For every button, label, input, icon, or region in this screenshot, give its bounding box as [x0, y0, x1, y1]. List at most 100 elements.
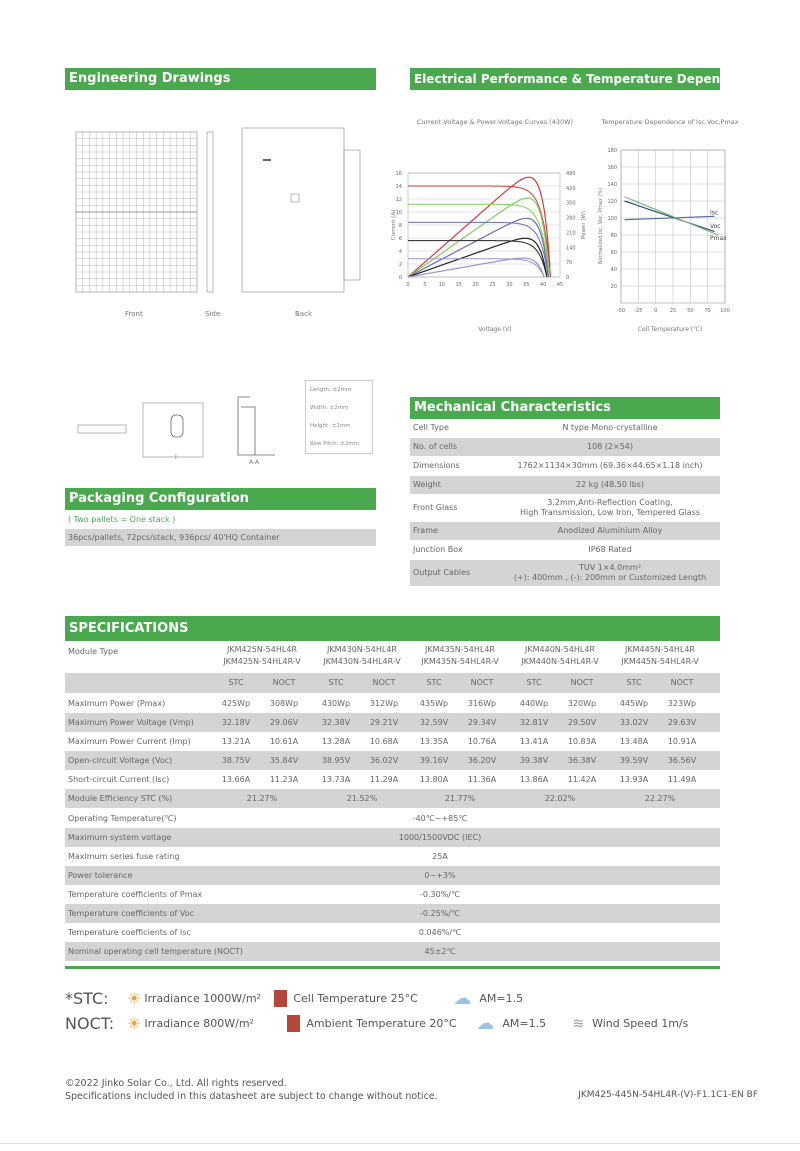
noct-value: 11.42A — [567, 775, 597, 784]
mechanical-value-line: N type Mono-crystalline — [562, 423, 658, 432]
noct-value: 312Wp — [369, 699, 399, 708]
stc-value: 13.93A — [619, 775, 649, 784]
mechanical-value-line: 1762×1134×30mm (69.36×44.65×1.18 inch) — [517, 461, 703, 470]
mechanical-label: Front Glass — [413, 503, 458, 512]
spec-label: Temperature coefficients of Isc — [68, 928, 191, 937]
x-tick-label: 10 — [439, 282, 445, 288]
stc-value: 13.80A — [419, 775, 449, 784]
cloud-icon: ☁ — [476, 1013, 495, 1034]
y-tick-label: 2 — [399, 262, 402, 268]
pv-curve — [407, 176, 551, 278]
efficiency-value: 22.27% — [644, 794, 676, 803]
y-tick-label: 140 — [607, 182, 617, 188]
series-line-voc — [624, 200, 715, 233]
x-tick-label: 0 — [654, 308, 657, 314]
stc-value: 32.18V — [221, 718, 251, 727]
efficiency-value: 21.77% — [444, 794, 476, 803]
spec-row: Temperature coefficients of Isc 0.046%/℃ — [65, 923, 720, 942]
mechanical-value: 1762×1134×30mm (69.36×44.65×1.18 inch) — [500, 457, 720, 475]
noct-value: 10.76A — [467, 737, 497, 746]
tolerance-box: Length: ±2mm Width: ±2mm Height: ±1mm Ro… — [305, 380, 373, 454]
stc-value: 13.66A — [221, 775, 251, 784]
spec-value: 25A — [432, 852, 448, 861]
model-name-line: JKM435N-54HL4R — [425, 645, 495, 654]
noct-wind: Wind Speed 1m/s — [592, 1017, 689, 1030]
y2-tick-label: 0 — [566, 275, 569, 281]
spec-value: -0.30%/℃ — [420, 890, 460, 899]
packaging-header: Packaging Configuration — [65, 488, 376, 510]
doc-code: JKM425-445N-54HL4R-(V)-F1.1C1-EN BF — [578, 1090, 758, 1100]
stc-value: 39.16V — [419, 756, 449, 765]
stc-value: 38.95V — [321, 756, 351, 765]
spec-row: Maximum Power Current (Imp) 13.21A 10.61A 1… — [65, 732, 720, 751]
back-label: Back — [295, 310, 313, 318]
y2-tick-label: 280 — [566, 216, 576, 222]
x-tick-label: 75 — [704, 308, 710, 314]
thermometer-icon — [287, 1015, 301, 1032]
stc-value: 13.35A — [419, 737, 449, 746]
detail-i-label: I — [175, 454, 177, 461]
series-label: Pmax — [710, 235, 727, 242]
cell-icon — [274, 990, 288, 1007]
stc-value: 32.38V — [321, 718, 351, 727]
model-name-line: JKM435N-54HL4R-V — [421, 657, 499, 666]
specifications-header: SPECIFICATIONS — [65, 616, 720, 641]
model-name-line: JKM445N-54HL4R — [625, 645, 695, 654]
mechanical-value-line: Anodized Aluminium Alloy — [557, 526, 663, 535]
spec-row: Maximum Power Voltage (Vmp) 32.18V 29.06V 3… — [65, 713, 720, 732]
front-label: Front — [125, 310, 143, 318]
spec-row: Maximum system voltage 1000/1500VDC (IEC) — [65, 828, 720, 847]
spec-value: 1000/1500VDC (IEC) — [398, 833, 482, 842]
noct-value: 10.83A — [567, 737, 597, 746]
stc-value: 38.75V — [221, 756, 251, 765]
iv-y-label: Current (A) — [391, 210, 397, 240]
y-tick-label: 4 — [399, 249, 402, 255]
spec-label: Maximum Power Voltage (Vmp) — [68, 718, 194, 727]
x-tick-label: 25 — [670, 308, 676, 314]
y-tick-label: 14 — [396, 184, 402, 190]
specifications-table: Module Type JKM425N-54HL4R JKM425N-54HL4R-… — [65, 642, 720, 967]
noct-value: 36.38V — [567, 756, 597, 765]
spec-row: Open-circuit Voltage (Voc) 38.75V 35.84V 38… — [65, 751, 720, 770]
stc-temp: Cell Temperature 25°C — [293, 992, 418, 1005]
stc-value: 13.73A — [321, 775, 351, 784]
noct-value: 29.06V — [269, 718, 299, 727]
noct-value: 36.20V — [467, 756, 497, 765]
mechanical-row: Cell Type N type Mono-crystalline — [410, 419, 720, 437]
engineering-drawings-header: Engineering Drawings — [65, 68, 376, 90]
spec-row: Temperature coefficients of Pmax -0.30%/℃ — [65, 885, 720, 904]
back-view-drawing — [241, 127, 361, 293]
y-tick-label: 20 — [611, 284, 617, 290]
mechanical-value-line: (+): 400mm , (-): 200mm or Customized Le… — [513, 573, 707, 582]
mechanical-label: Dimensions — [413, 461, 460, 470]
noct-value: 29.50V — [567, 718, 597, 727]
noct-value: 10.68A — [369, 737, 399, 746]
mechanical-row: Dimensions 1762×1134×30mm (69.36×44.65×1.… — [410, 457, 720, 475]
spec-value: 0~+3% — [424, 871, 456, 880]
spec-row: Operating Temperature(℃) -40℃~+85℃ — [65, 809, 720, 828]
x-tick-label: -25 — [634, 308, 642, 314]
model-name-line: JKM425N-54HL4R-V — [223, 657, 301, 666]
mechanical-row: Junction Box IP68 Rated — [410, 541, 720, 559]
y-tick-label: 8 — [399, 223, 402, 229]
spec-row: Maximum series fuse rating 25A — [65, 847, 720, 866]
stc-value: 440Wp — [519, 699, 549, 708]
y-tick-label: 10 — [396, 210, 402, 216]
mechanical-label: Weight — [413, 480, 441, 489]
packaging-text: 36pcs/pallets, 72pcs/stack, 936pcs/ 40'H… — [65, 529, 376, 546]
stc-value: 13.48A — [619, 737, 649, 746]
front-view-drawing — [75, 131, 198, 293]
footer-left: ©2022 Jinko Solar Co., Ltd. All rights r… — [65, 1077, 438, 1103]
cloud-icon: ☁ — [453, 988, 472, 1009]
spec-row: Short-circuit Current (Isc) 13.66A 11.23A 1… — [65, 770, 720, 789]
stc-value: 32.59V — [419, 718, 449, 727]
noct-legend: NOCT: ☀ Irradiance 800W/m² Ambient Tempe… — [65, 1013, 688, 1034]
mechanical-header: Mechanical Characteristics — [410, 397, 720, 419]
mechanical-value-line: 22 kg (48.50 lbs) — [575, 480, 645, 489]
stc-header: STC — [228, 678, 244, 687]
mechanical-value-line: 108 (2×54) — [586, 442, 634, 451]
iv-y2-label: Power (W) — [581, 211, 587, 239]
side-view-drawing — [206, 131, 214, 293]
condition-header-row: STC NOCT STC NOCT STC NOCT STC NOCT STC NOCT — [65, 673, 720, 693]
efficiency-value: 21.27% — [246, 794, 278, 803]
